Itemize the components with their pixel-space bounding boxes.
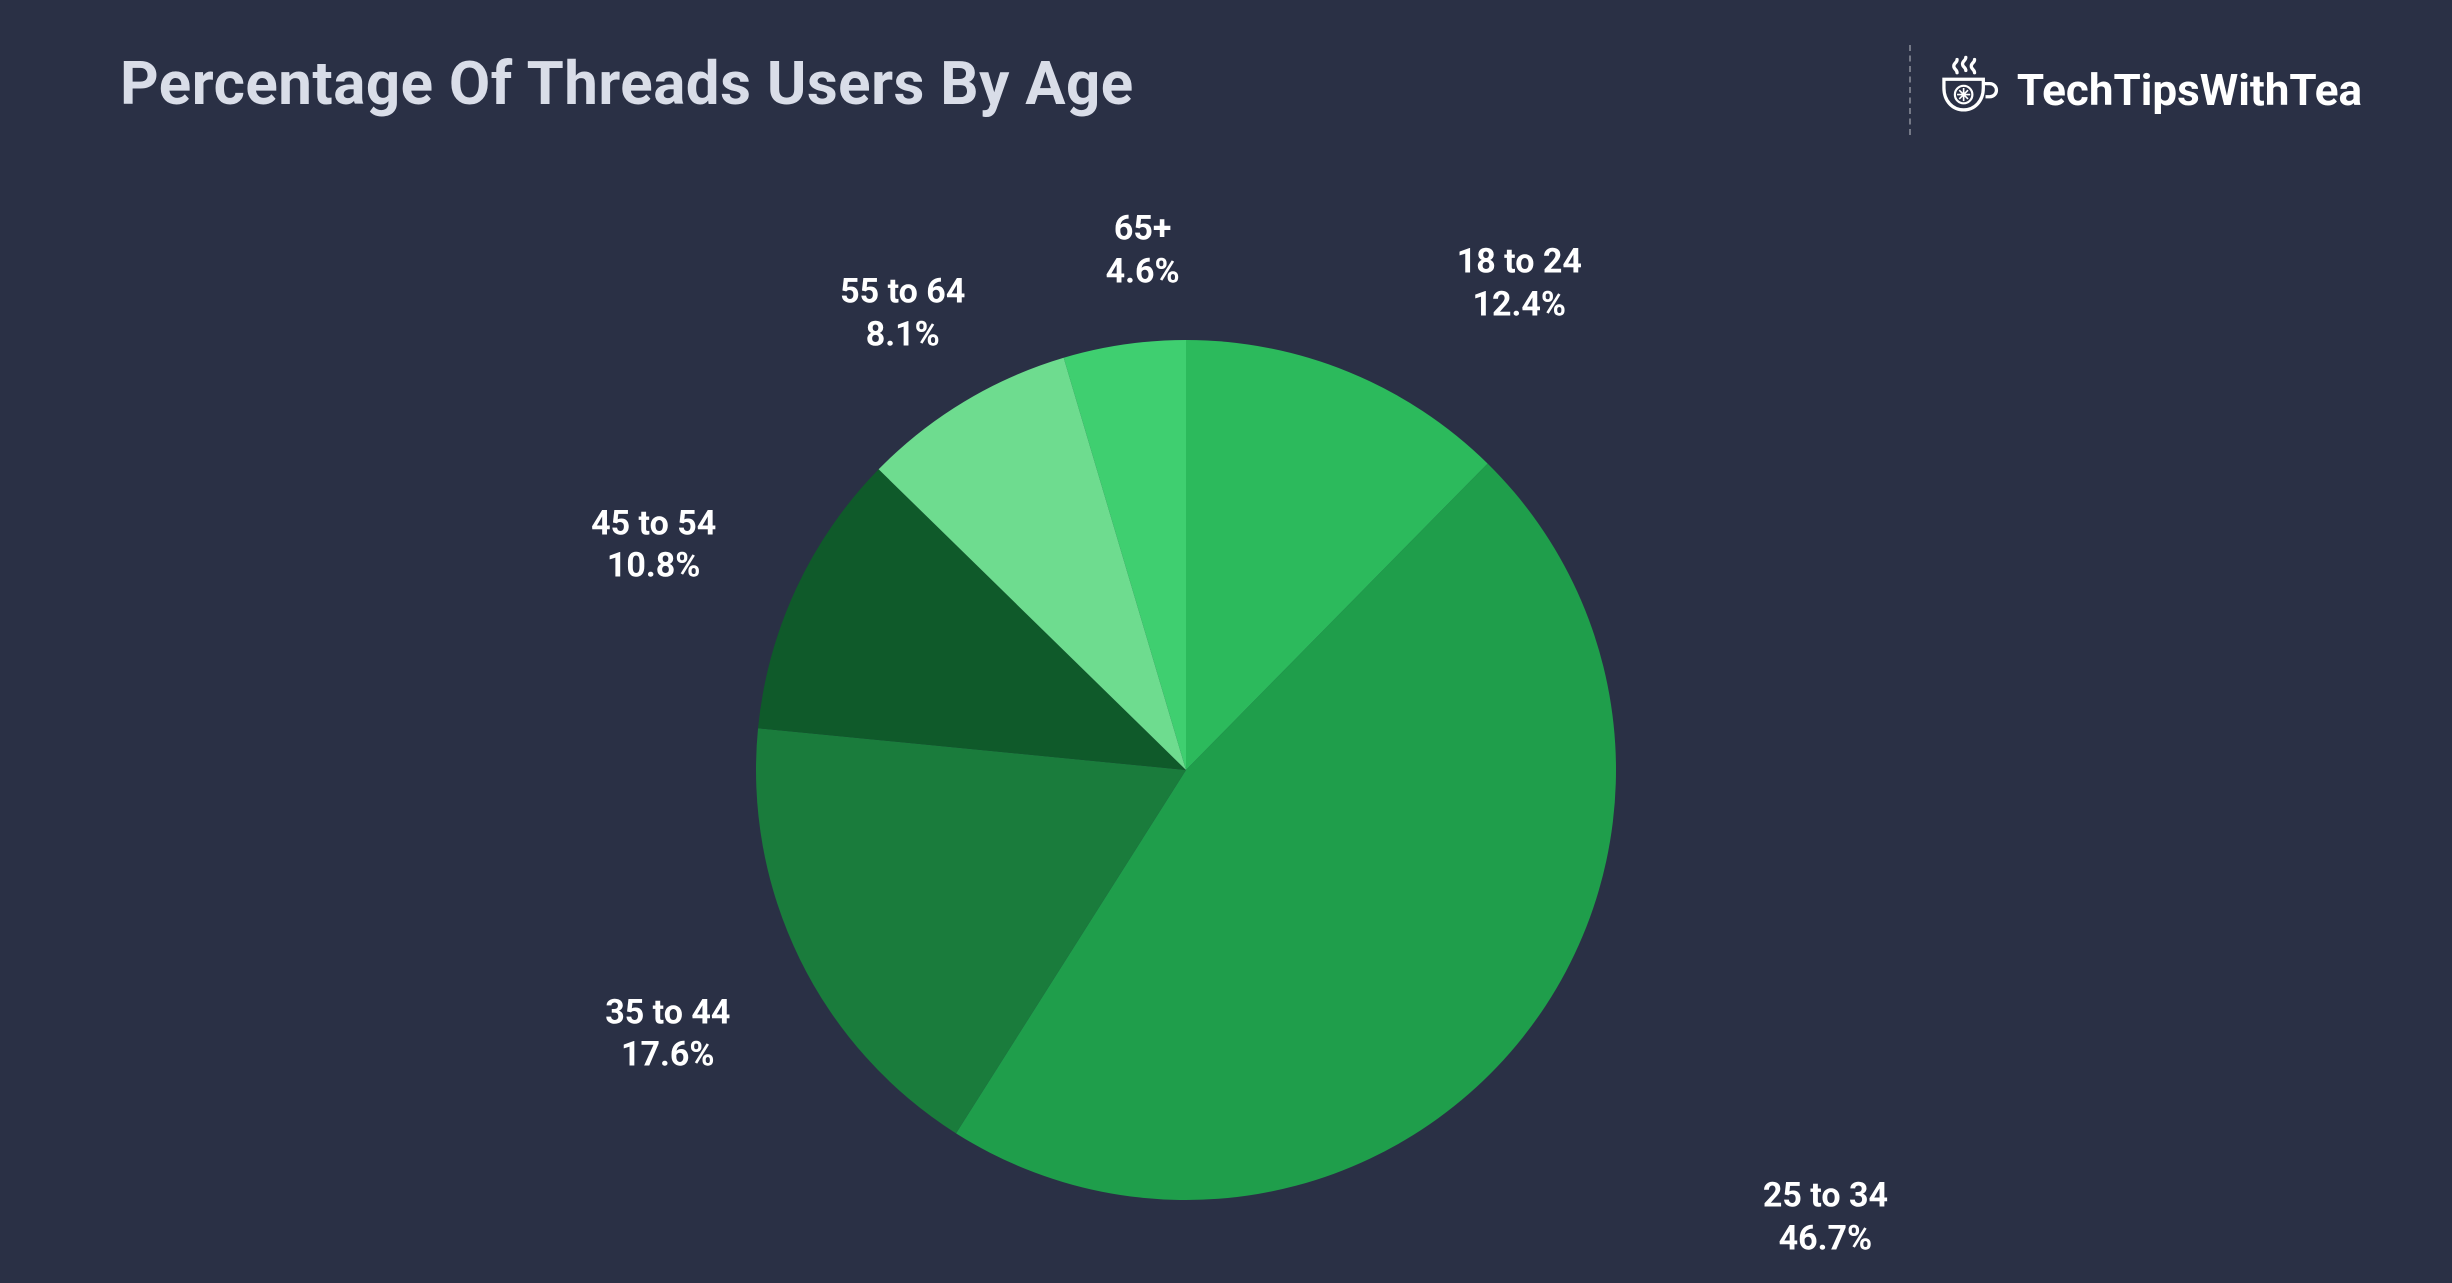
pie-svg — [356, 0, 2016, 1283]
slice-label-percent: 46.7% — [1763, 1217, 1888, 1260]
slice-label-percent: 4.6% — [1106, 250, 1180, 293]
pie-slice-label: 65+4.6% — [1106, 208, 1180, 293]
slice-label-name: 25 to 34 — [1763, 1175, 1888, 1218]
pie-slice-label: 25 to 3446.7% — [1763, 1175, 1888, 1260]
pie-chart: 18 to 2412.4% 25 to 3446.7% 35 to 4417.6% 4… — [356, 0, 2016, 1283]
pie-slice-label: 35 to 4417.6% — [605, 991, 730, 1076]
brand-text: TechTipsWithTea — [2017, 64, 2362, 116]
slice-label-percent: 10.8% — [591, 545, 716, 588]
pie-slice-label: 55 to 648.1% — [840, 271, 965, 356]
slice-label-name: 18 to 24 — [1457, 241, 1582, 284]
pie-slice-label: 18 to 2412.4% — [1457, 241, 1582, 326]
page-root: Percentage Of Threads Users By Age TechT… — [0, 0, 2452, 1283]
slice-label-percent: 12.4% — [1457, 283, 1582, 326]
slice-label-name: 35 to 44 — [605, 991, 730, 1034]
slice-label-percent: 17.6% — [605, 1034, 730, 1077]
slice-label-percent: 8.1% — [840, 313, 965, 356]
pie-slice-label: 45 to 5410.8% — [591, 502, 716, 587]
slice-label-name: 55 to 64 — [840, 271, 965, 314]
slice-label-name: 45 to 54 — [591, 502, 716, 545]
slice-label-name: 65+ — [1106, 208, 1180, 251]
